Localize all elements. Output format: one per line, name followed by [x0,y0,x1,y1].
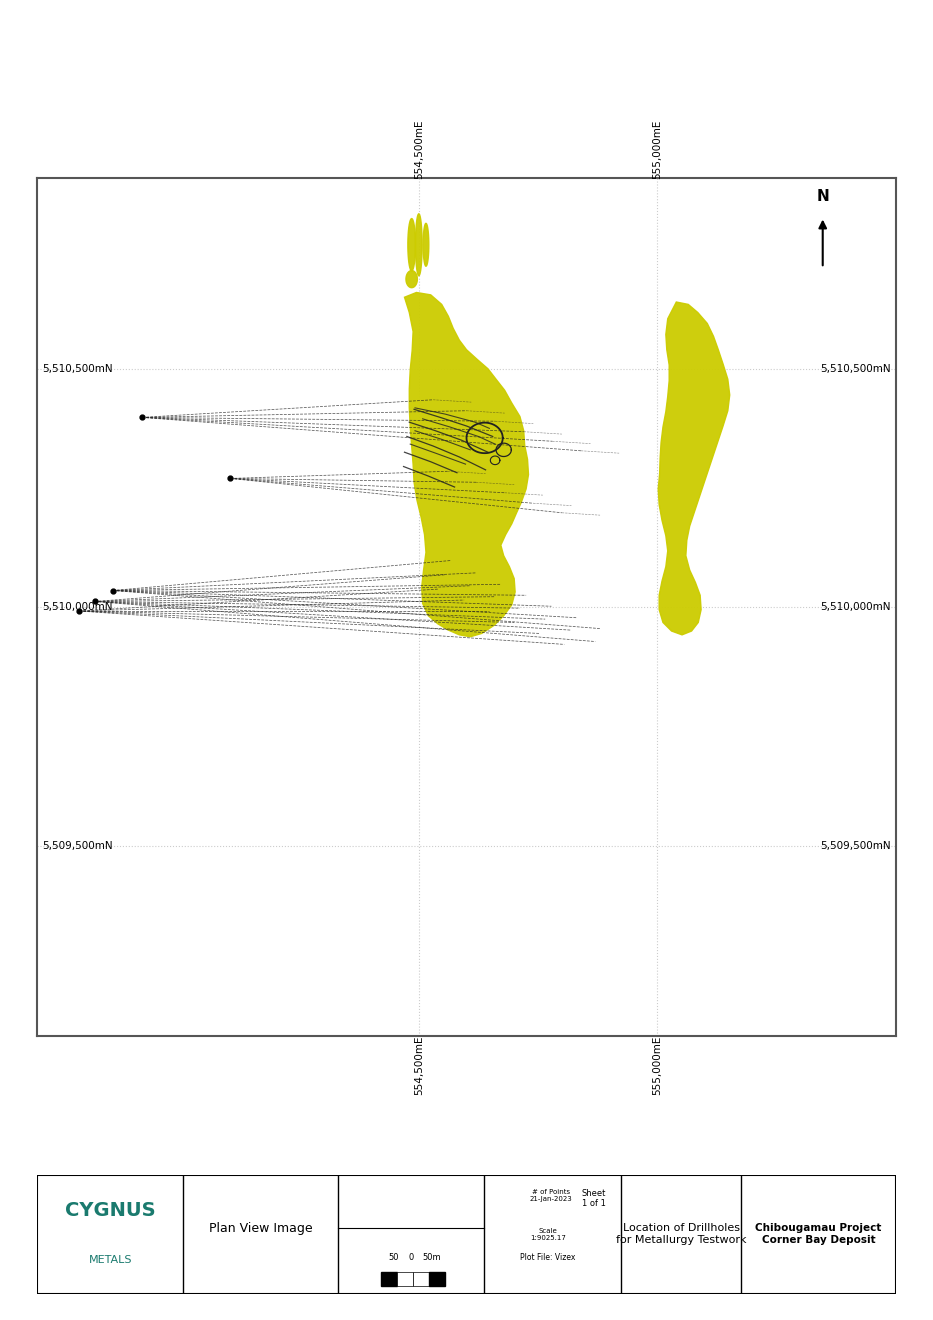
Bar [412,1272,429,1287]
Text: 5,510,500mN: 5,510,500mN [42,364,113,374]
Text: # of Points
21-Jan-2023: # of Points 21-Jan-2023 [529,1189,572,1203]
Text: Plan View Image: Plan View Image [209,1222,313,1234]
Polygon shape [405,293,528,636]
Polygon shape [423,223,429,267]
Text: 555,000mE: 555,000mE [652,1035,662,1094]
Text: Sheet
1 of 1: Sheet 1 of 1 [581,1189,606,1208]
Bar [381,1272,397,1287]
Text: 554,500mE: 554,500mE [414,120,424,180]
Text: Location of Drillholes
for Metallurgy Testwork: Location of Drillholes for Metallurgy Te… [616,1224,746,1245]
Text: CYGNUS: CYGNUS [65,1201,156,1220]
Text: 5,509,500mN: 5,509,500mN [820,841,891,850]
Text: Chibougamau Project
Corner Bay Deposit: Chibougamau Project Corner Bay Deposit [755,1224,882,1245]
Polygon shape [406,271,417,288]
Text: Scale
1:9025.17: Scale 1:9025.17 [530,1228,566,1241]
Text: 50: 50 [388,1254,398,1262]
Text: 5,510,500mN: 5,510,500mN [820,364,891,374]
Polygon shape [658,302,730,635]
Bar [429,1272,445,1287]
Text: 555,000mE: 555,000mE [652,120,662,180]
Text: 5,509,500mN: 5,509,500mN [42,841,113,850]
Polygon shape [408,219,415,271]
Bar [397,1272,412,1287]
Text: 50m: 50m [423,1254,441,1262]
Text: 0: 0 [408,1254,413,1262]
Text: METALS: METALS [89,1255,132,1266]
Text: N: N [816,189,829,203]
Text: 5,510,000mN: 5,510,000mN [42,602,113,612]
Polygon shape [415,214,422,276]
Text: 5,510,000mN: 5,510,000mN [820,602,891,612]
Text: 554,500mE: 554,500mE [414,1035,424,1094]
Text: Plot File: Vizex: Plot File: Vizex [521,1254,576,1262]
